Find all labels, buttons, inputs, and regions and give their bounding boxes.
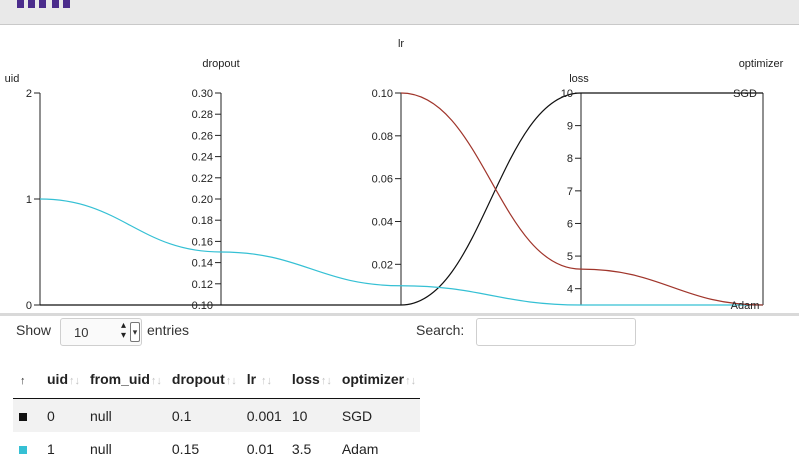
axis-tick-label: SGD bbox=[733, 88, 757, 100]
column-header-label: optimizer bbox=[341, 371, 405, 387]
axis-tick-label: 0.28 bbox=[192, 109, 213, 121]
axis-tick-label: 6 bbox=[567, 218, 573, 230]
axis-tick-label: 7 bbox=[567, 186, 573, 198]
axis-tick-label: 0.10 bbox=[372, 88, 393, 100]
axis-tick-label: 0.18 bbox=[192, 215, 213, 227]
show-label: Show bbox=[16, 322, 52, 338]
column-header-dropout[interactable]: dropout↑↓ bbox=[165, 360, 241, 399]
series-line-uid-0[interactable] bbox=[40, 92, 763, 306]
cell-loss: 10 bbox=[285, 398, 336, 432]
dropdown-arrow-icon[interactable]: ▾ bbox=[130, 322, 140, 342]
axis-tick-label: 0 bbox=[26, 300, 32, 312]
series-line-uid-1[interactable] bbox=[39, 198, 763, 306]
axis-tick-label: 1 bbox=[26, 194, 32, 206]
axis-tick-label: 2 bbox=[26, 88, 32, 100]
axis-tick-label: 0.24 bbox=[192, 152, 213, 164]
axis-title-loss: loss bbox=[569, 73, 589, 85]
cell-dropout: 0.15 bbox=[165, 432, 241, 464]
logo-icon bbox=[17, 0, 70, 8]
parallel-coordinates-chart[interactable]: uid 0 1 2 dropout 0.10 0.12 0.14 0.16 0.18 0.20 0.2… bbox=[0, 25, 799, 315]
cell-lr: 0.001 bbox=[240, 398, 286, 432]
axis-tick-label: 4 bbox=[567, 284, 573, 296]
cell-optimizer: SGD bbox=[335, 398, 421, 432]
column-header-from-uid[interactable]: from_uid↑↓ bbox=[84, 360, 166, 399]
panel-splitter[interactable] bbox=[0, 313, 799, 316]
axis-tick-label: 0.30 bbox=[192, 88, 213, 100]
cell-dropout: 0.1 bbox=[165, 398, 241, 432]
cell-uid: 1 bbox=[41, 432, 84, 464]
axis-tick-label: 0.12 bbox=[192, 279, 213, 291]
search-input[interactable] bbox=[476, 318, 636, 346]
axis-title-dropout: dropout bbox=[202, 58, 239, 70]
cell-uid: 0 bbox=[41, 398, 84, 432]
column-header-marker[interactable]: ↑ bbox=[13, 360, 41, 399]
column-header-label: dropout bbox=[171, 371, 225, 387]
sort-icon: ↑↓ bbox=[69, 375, 80, 387]
cell-lr: 0.01 bbox=[240, 432, 286, 464]
table-header-row: ↑ uid↑↓ from_uid↑↓ dropout↑↓ lr ↑↓ loss↑… bbox=[13, 360, 421, 399]
table-row[interactable]: 1 null 0.15 0.01 3.5 Adam bbox=[13, 432, 421, 464]
axis-tick-label: 0.20 bbox=[192, 194, 213, 206]
sort-icon: ↑ bbox=[20, 375, 26, 387]
axis-tick-label: 0.26 bbox=[192, 130, 213, 142]
sort-icon: ↑↓ bbox=[225, 375, 237, 387]
search-label: Search: bbox=[416, 322, 465, 338]
cell-loss: 3.5 bbox=[285, 432, 336, 464]
column-header-loss[interactable]: loss↑↓ bbox=[285, 360, 336, 399]
axis-tick-label: 8 bbox=[567, 153, 573, 165]
sort-icon: ↑↓ bbox=[405, 375, 417, 387]
axis-tick-label: 0.08 bbox=[372, 131, 393, 143]
axis-tick-label: Adam bbox=[731, 300, 760, 312]
sort-icon: ↑↓ bbox=[261, 375, 272, 387]
axis-tick-label: 0.22 bbox=[192, 173, 213, 185]
column-header-label: loss bbox=[291, 371, 320, 387]
page-length-value: 10 bbox=[74, 325, 89, 340]
axis-tick-label: 0.14 bbox=[192, 258, 213, 270]
page-length-select[interactable]: 10 ▴ ▾ ▾ bbox=[60, 318, 142, 346]
axis-title-uid: uid bbox=[5, 73, 20, 85]
column-header-label: uid bbox=[47, 371, 68, 387]
cell-from-uid: null bbox=[84, 432, 166, 464]
axis-title-optimizer: optimizer bbox=[739, 58, 784, 70]
axis-tick-label: 10 bbox=[561, 88, 573, 100]
series-line-link-1[interactable] bbox=[580, 268, 764, 306]
column-header-label: from_uid bbox=[90, 371, 150, 387]
axis-tick-label: 0.06 bbox=[372, 174, 393, 186]
results-table: ↑ uid↑↓ from_uid↑↓ dropout↑↓ lr ↑↓ loss↑… bbox=[13, 360, 421, 464]
row-marker bbox=[13, 432, 41, 464]
axis-tick-label: 0.10 bbox=[192, 300, 213, 312]
column-header-optimizer[interactable]: optimizer↑↓ bbox=[335, 360, 421, 399]
series-line-link-0[interactable] bbox=[400, 92, 582, 270]
sort-icon: ↑↓ bbox=[150, 375, 162, 387]
cell-optimizer: Adam bbox=[335, 432, 421, 464]
sort-icon: ↑↓ bbox=[320, 375, 332, 387]
axis-tick-label: 9 bbox=[567, 121, 573, 133]
series-color-swatch bbox=[19, 445, 27, 454]
column-header-lr[interactable]: lr ↑↓ bbox=[240, 360, 286, 399]
series-color-swatch bbox=[19, 412, 27, 421]
axis-tick-label: 0.04 bbox=[372, 216, 393, 228]
column-header-uid[interactable]: uid↑↓ bbox=[41, 360, 84, 399]
axis-tick-label: 5 bbox=[567, 251, 573, 263]
top-bar bbox=[0, 0, 799, 25]
table-row[interactable]: 0 null 0.1 0.001 10 SGD bbox=[13, 398, 421, 432]
column-header-label: lr bbox=[246, 371, 257, 387]
axis-title-lr: lr bbox=[398, 38, 404, 50]
axis-tick-label: 0.02 bbox=[372, 259, 393, 271]
row-marker bbox=[13, 398, 41, 432]
spinner-icon[interactable]: ▴ ▾ bbox=[121, 320, 127, 341]
table-controls: Show 10 ▴ ▾ ▾ entries Search: bbox=[0, 318, 799, 352]
cell-from-uid: null bbox=[84, 398, 166, 432]
axis-tick-label: 0.16 bbox=[192, 236, 213, 248]
entries-label: entries bbox=[147, 322, 190, 338]
